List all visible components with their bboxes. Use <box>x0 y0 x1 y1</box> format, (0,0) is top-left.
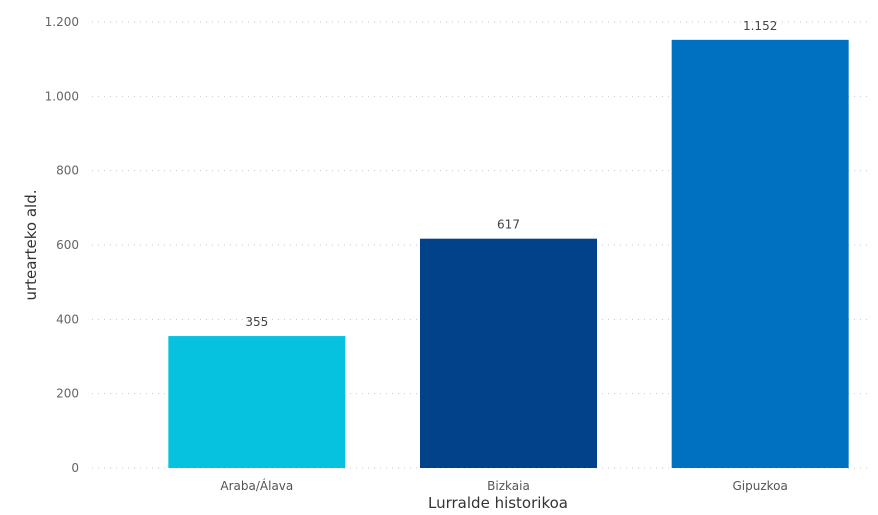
y-tick-label: 400 <box>56 312 79 326</box>
data-label: 355 <box>245 315 268 329</box>
bars <box>168 39 849 469</box>
data-labels: 355 617 1.152 <box>245 19 777 329</box>
x-tick-label: Gipuzkoa <box>732 479 787 493</box>
y-tick-label: 600 <box>56 238 79 252</box>
bar-bizkaia[interactable] <box>420 238 597 468</box>
x-tick-label: Araba/Álava <box>220 478 293 493</box>
y-axis-ticks: 0 200 400 600 800 1.000 1.200 <box>45 15 79 475</box>
x-axis-title: Lurralde historikoa <box>428 494 568 512</box>
y-tick-label: 0 <box>71 461 79 475</box>
y-tick-label: 1.000 <box>45 89 79 103</box>
data-label: 617 <box>497 218 520 232</box>
x-axis-ticks: Araba/Álava Bizkaia Gipuzkoa <box>220 478 787 493</box>
data-label: 1.152 <box>743 19 777 33</box>
x-tick-label: Bizkaia <box>487 479 530 493</box>
y-tick-label: 800 <box>56 164 79 178</box>
bar-gipuzkoa[interactable] <box>671 39 849 469</box>
y-tick-label: 200 <box>56 387 79 401</box>
bar-araba-lava[interactable] <box>168 336 346 468</box>
y-tick-label: 1.200 <box>45 15 79 29</box>
y-axis-title: urtearteko ald. <box>22 190 40 301</box>
